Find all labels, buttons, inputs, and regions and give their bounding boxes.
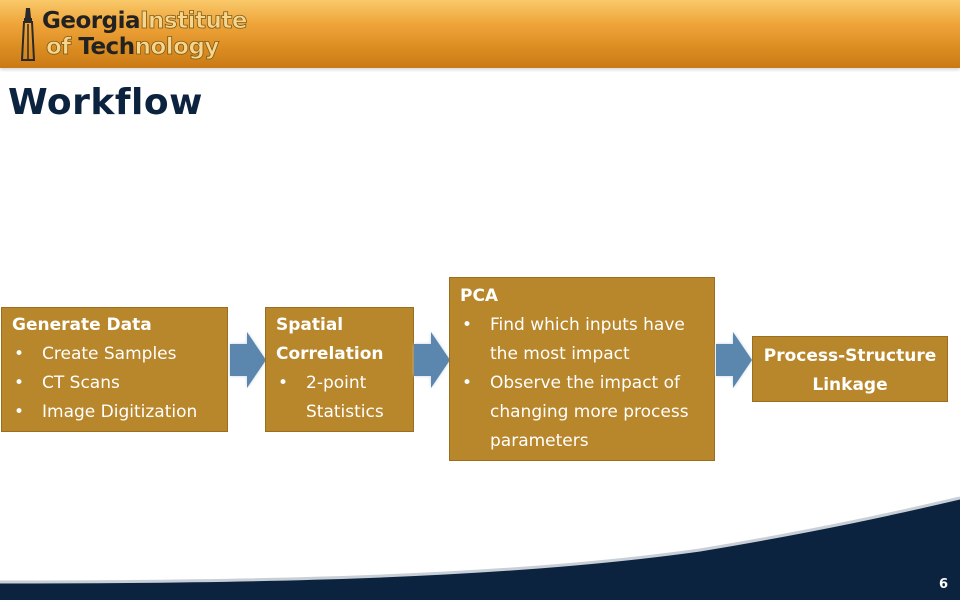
logo-line-2: of Technology (46, 34, 220, 61)
arrow-right-icon (414, 332, 450, 388)
generate-data-box: Generate Data Create Samples CT Scans Im… (1, 307, 228, 432)
logo-institute: Institute (140, 8, 248, 35)
arrow-right-icon (716, 332, 752, 388)
generate-data-title: Generate Data (12, 315, 152, 335)
pca-box: PCA Find which inputs have the most impa… (449, 277, 715, 461)
list-item: Observe the impact of changing more proc… (460, 369, 706, 456)
generate-data-list: Create Samples CT Scans Image Digitizati… (12, 340, 217, 427)
linkage-title-2: Linkage (812, 375, 888, 395)
logo-line-1: GeorgiaInstitute (42, 8, 248, 35)
header-banner: GeorgiaInstitute of Technology (0, 0, 960, 68)
slide-title: Workflow (8, 82, 203, 123)
spatial-correlation-box: Spatial Correlation 2-point Statistics (265, 307, 414, 432)
footer-wave (0, 496, 960, 600)
list-item: Find which inputs have the most impact (460, 311, 706, 369)
spatial-correlation-list: 2-point Statistics (276, 369, 405, 427)
list-item: Create Samples (12, 340, 217, 369)
list-item: 2-point Statistics (276, 369, 405, 427)
linkage-title-1: Process-Structure (763, 346, 937, 366)
process-structure-linkage-box: Process-Structure Linkage (752, 336, 948, 402)
pca-title: PCA (460, 286, 499, 306)
list-item: CT Scans (12, 369, 217, 398)
logo-tech: Tech (78, 34, 135, 60)
tech-tower-icon (20, 8, 36, 61)
spatial-correlation-title-2: Correlation (276, 344, 384, 364)
list-item: Image Digitization (12, 398, 217, 427)
logo-nology: nology (134, 34, 220, 61)
spatial-correlation-title-1: Spatial (276, 315, 344, 335)
georgia-tech-logo: GeorgiaInstitute of Technology (18, 6, 268, 62)
arrow-right-icon (230, 332, 266, 388)
logo-of: of (46, 34, 79, 61)
pca-list: Find which inputs have the most impact O… (460, 311, 706, 456)
page-number: 6 (939, 577, 949, 592)
logo-georgia: Georgia (42, 8, 141, 34)
